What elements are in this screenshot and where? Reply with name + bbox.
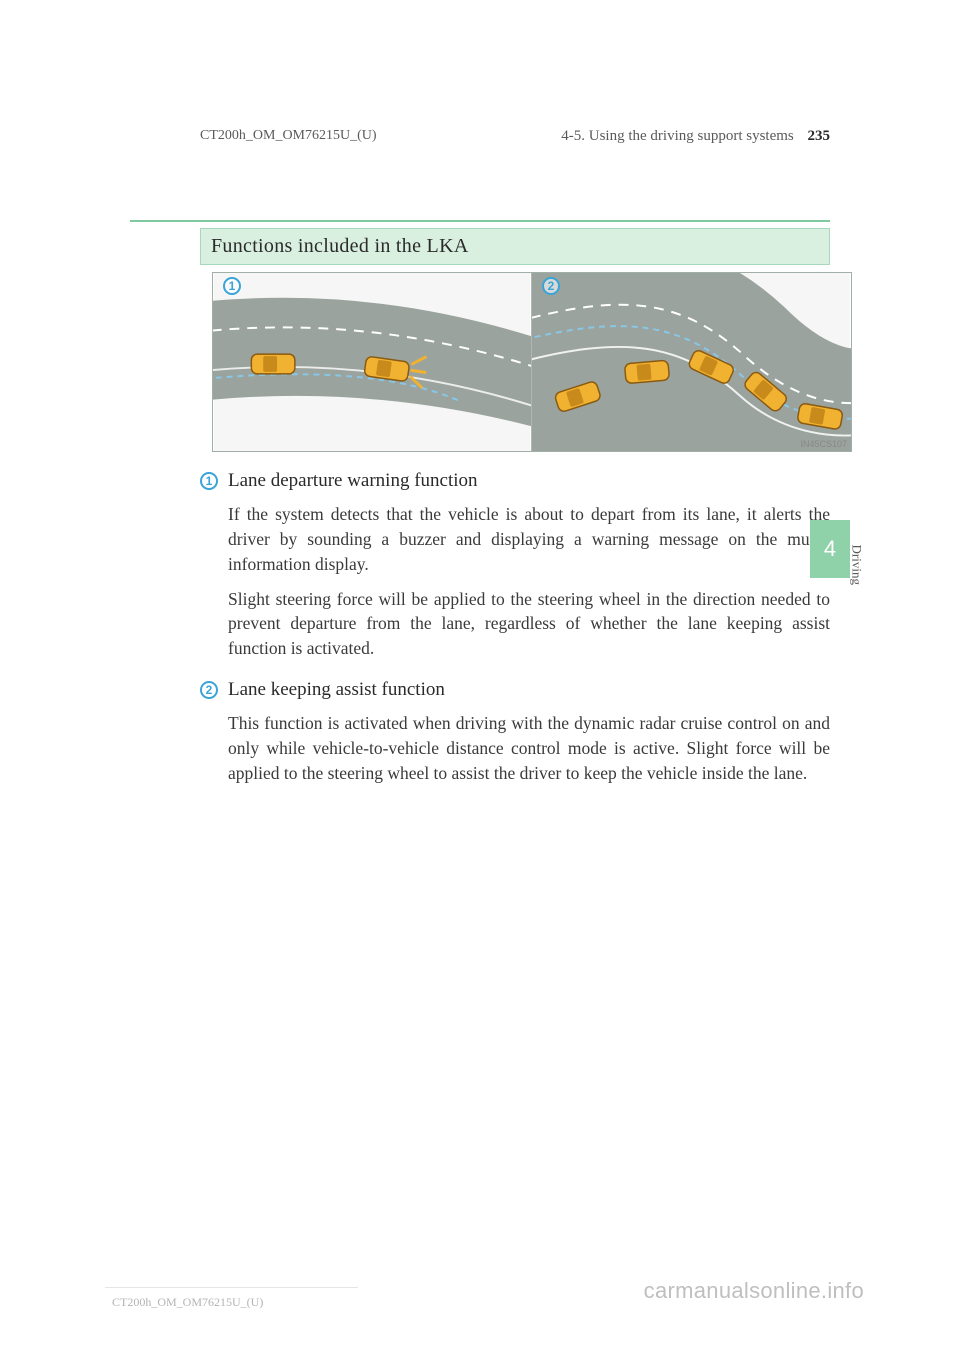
footer-rule bbox=[105, 1287, 358, 1288]
list-item: 2 Lane keeping assist function bbox=[200, 679, 830, 701]
item-paragraph: If the system detects that the vehicle i… bbox=[228, 502, 830, 577]
item-title: Lane keeping assist function bbox=[228, 679, 445, 701]
section-breadcrumb: 4-5. Using the driving support systems bbox=[561, 128, 794, 144]
figure-panel-1-number: 1 bbox=[223, 277, 241, 295]
figure-panel-2-number: 2 bbox=[542, 277, 560, 295]
page-header: CT200h_OM_OM76215U_(U) 4-5. Using the dr… bbox=[0, 128, 960, 145]
figure-panel-2-svg bbox=[532, 273, 851, 451]
item-paragraph: This function is activated when driving … bbox=[228, 711, 830, 786]
figure-image-code: IN45CS107 bbox=[800, 439, 847, 449]
item-title: Lane departure warning function bbox=[228, 470, 478, 492]
chapter-number: 4 bbox=[824, 536, 836, 562]
body-content: 1 Lane departure warning function If the… bbox=[200, 456, 830, 786]
item-number-circle: 2 bbox=[200, 681, 218, 699]
figure-panel-2: 2 IN45CS107 bbox=[532, 273, 851, 451]
figure-panel-1: 1 bbox=[213, 273, 532, 451]
chapter-side-label: Driving bbox=[848, 545, 864, 585]
header-right: 4-5. Using the driving support systems 2… bbox=[561, 128, 830, 145]
list-item: 1 Lane departure warning function bbox=[200, 470, 830, 492]
manual-page: CT200h_OM_OM76215U_(U) 4-5. Using the dr… bbox=[0, 0, 960, 1358]
chapter-side-tab: 4 bbox=[810, 520, 850, 578]
figure-panel-1-svg bbox=[213, 273, 531, 451]
section-banner-text: Functions included in the LKA bbox=[211, 235, 469, 257]
item-paragraph: Slight steering force will be applied to… bbox=[228, 587, 830, 662]
header-left-code: CT200h_OM_OM76215U_(U) bbox=[200, 128, 377, 145]
lka-figure: 1 2 IN45CS107 bbox=[212, 272, 852, 452]
section-banner: Functions included in the LKA bbox=[200, 228, 830, 265]
footer-watermark: carmanualsonline.info bbox=[644, 1278, 864, 1304]
item-number-circle: 1 bbox=[200, 472, 218, 490]
footer-left-code: CT200h_OM_OM76215U_(U) bbox=[112, 1295, 263, 1310]
header-rule bbox=[130, 220, 830, 222]
page-number: 235 bbox=[808, 128, 831, 144]
